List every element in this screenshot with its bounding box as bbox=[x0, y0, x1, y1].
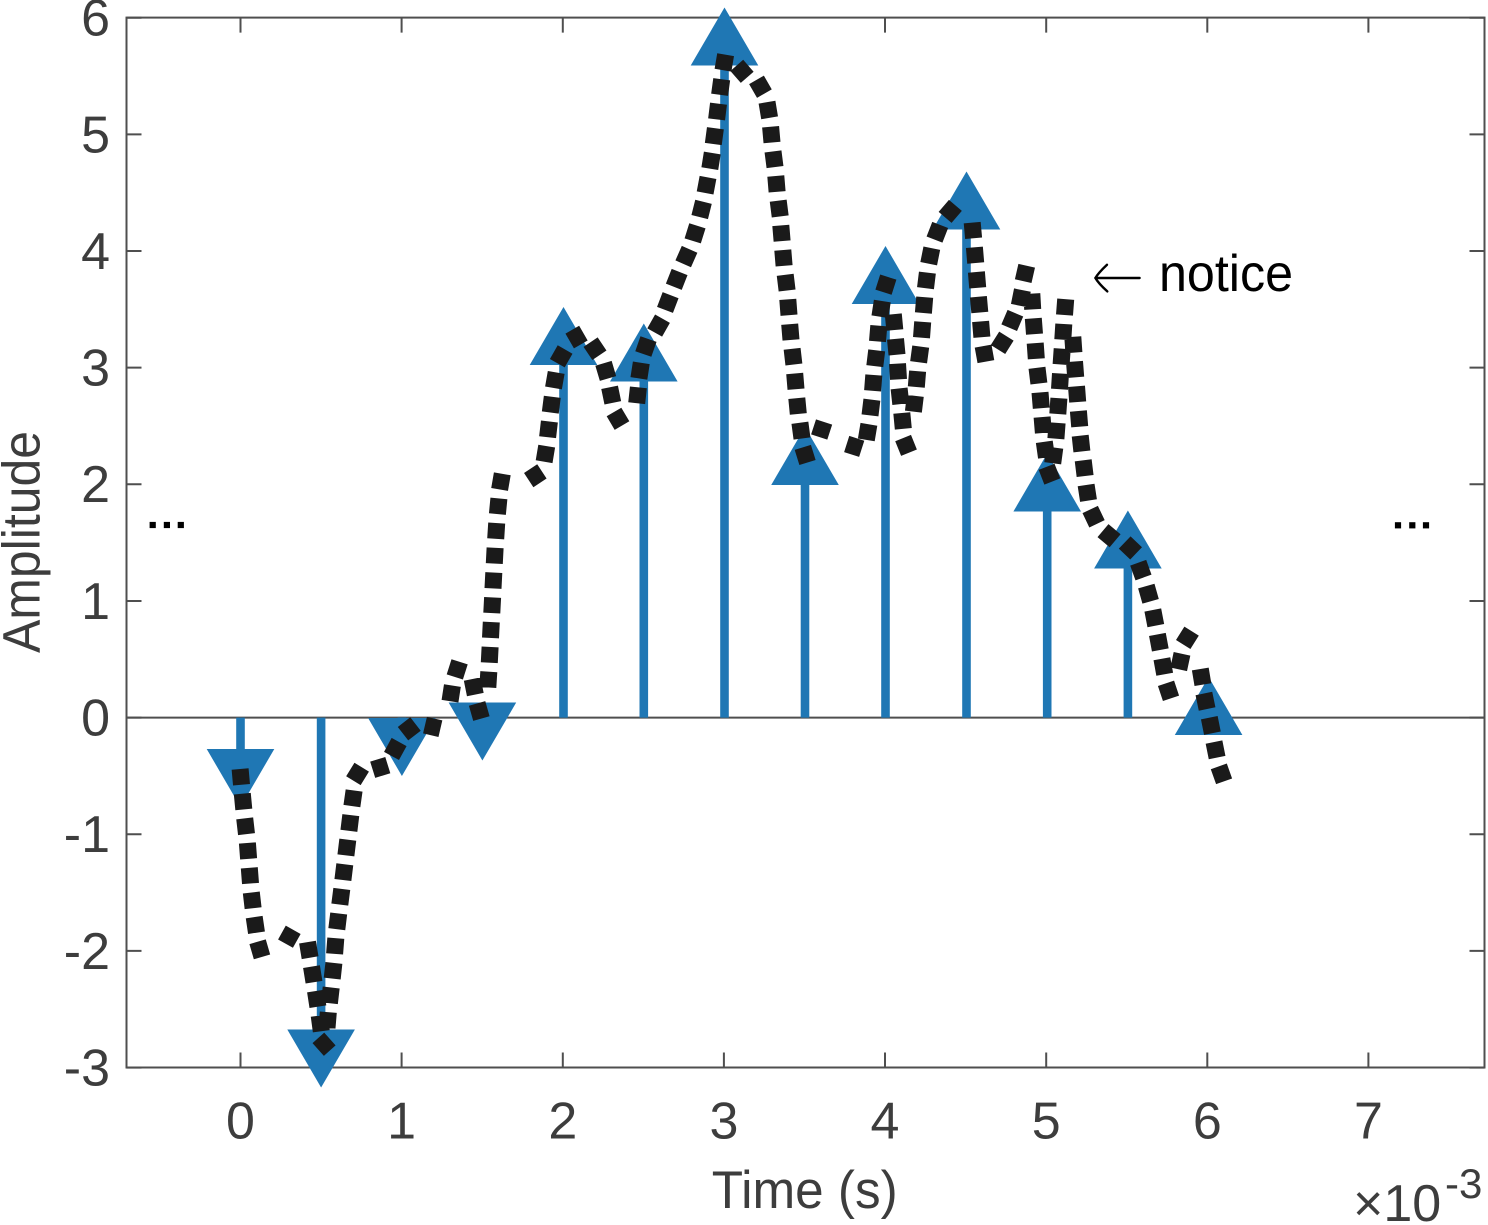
svg-text:×10: ×10 bbox=[1353, 1175, 1441, 1225]
svg-text:7: 7 bbox=[1354, 1093, 1383, 1151]
svg-text:5: 5 bbox=[1032, 1093, 1061, 1151]
svg-text:Amplitude: Amplitude bbox=[0, 431, 52, 653]
svg-text:-1: -1 bbox=[64, 806, 110, 864]
svg-text:3: 3 bbox=[709, 1093, 738, 1151]
svg-text:0: 0 bbox=[81, 690, 110, 748]
svg-text:-2: -2 bbox=[64, 923, 110, 981]
svg-text:1: 1 bbox=[387, 1093, 416, 1151]
svg-text:0: 0 bbox=[226, 1093, 255, 1151]
svg-text:-3: -3 bbox=[1445, 1160, 1482, 1207]
svg-text:1: 1 bbox=[81, 573, 110, 631]
svg-text:notice: notice bbox=[1159, 245, 1293, 303]
svg-text:2: 2 bbox=[548, 1093, 577, 1151]
svg-text:2: 2 bbox=[81, 456, 110, 514]
svg-text:Time (s): Time (s) bbox=[712, 1161, 898, 1220]
svg-text:3: 3 bbox=[81, 340, 110, 398]
svg-text:-3: -3 bbox=[64, 1040, 110, 1098]
svg-text:4: 4 bbox=[81, 223, 110, 281]
svg-text:6: 6 bbox=[1193, 1093, 1222, 1151]
svg-text:4: 4 bbox=[871, 1093, 900, 1151]
svg-text:5: 5 bbox=[81, 106, 110, 164]
svg-text:6: 6 bbox=[81, 0, 110, 48]
